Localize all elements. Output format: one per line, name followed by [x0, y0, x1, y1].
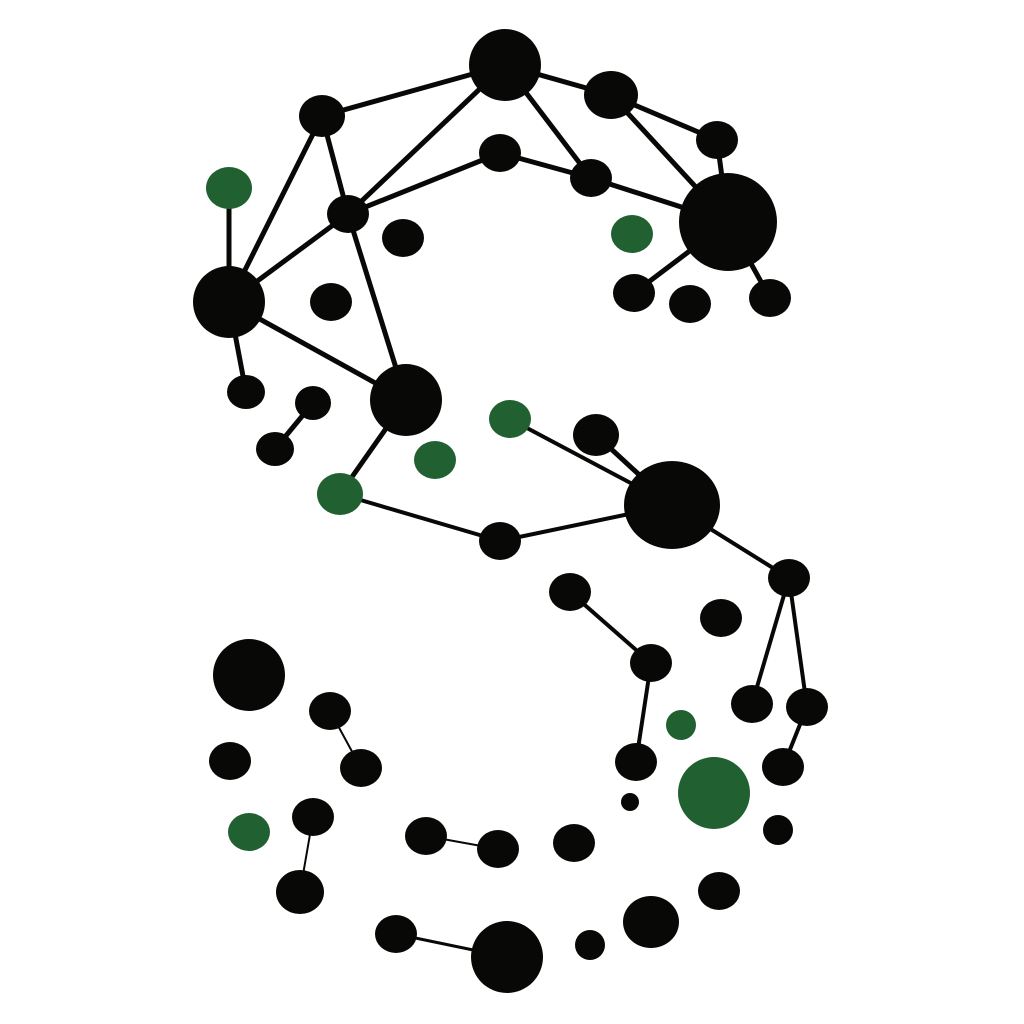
- network-edge: [787, 576, 809, 709]
- black-node: [573, 414, 619, 456]
- black-node: [570, 159, 612, 197]
- black-node: [553, 824, 595, 862]
- black-node: [768, 559, 810, 597]
- black-node: [370, 364, 442, 436]
- black-node: [479, 522, 521, 560]
- black-node: [292, 798, 334, 836]
- black-node: [700, 599, 742, 637]
- black-node: [213, 639, 285, 711]
- black-node: [669, 285, 711, 323]
- green-node: [206, 167, 252, 209]
- black-node: [309, 692, 351, 730]
- black-node: [469, 29, 541, 101]
- green-node: [666, 710, 696, 740]
- black-node: [624, 461, 720, 549]
- black-node: [299, 95, 345, 137]
- black-node: [340, 749, 382, 787]
- black-node: [479, 134, 521, 172]
- black-node: [786, 688, 828, 726]
- black-node: [630, 644, 672, 682]
- network-edge: [750, 576, 791, 706]
- black-node: [763, 815, 793, 845]
- black-node: [295, 386, 331, 420]
- network-edge: [338, 492, 502, 543]
- black-node: [276, 870, 324, 914]
- black-node: [405, 817, 447, 855]
- black-node: [471, 921, 543, 993]
- black-node: [613, 274, 655, 312]
- black-node: [193, 266, 265, 338]
- black-node: [549, 573, 591, 611]
- black-node: [698, 872, 740, 910]
- green-node: [611, 215, 653, 253]
- network-edge: [345, 62, 508, 217]
- black-node: [227, 375, 265, 409]
- black-node: [696, 121, 738, 159]
- black-node: [375, 915, 417, 953]
- black-node: [621, 793, 639, 811]
- black-node: [327, 195, 369, 233]
- black-node: [310, 283, 352, 321]
- black-node: [382, 219, 424, 257]
- black-node: [584, 71, 638, 119]
- black-node: [679, 173, 777, 271]
- nodes-layer: [193, 29, 828, 993]
- black-node: [575, 930, 605, 960]
- green-node: [317, 473, 363, 515]
- black-node: [256, 432, 294, 466]
- green-node: [678, 757, 750, 829]
- black-node: [731, 685, 773, 723]
- black-node: [749, 279, 791, 317]
- black-node: [615, 743, 657, 781]
- green-node: [228, 813, 270, 851]
- network-edge: [345, 150, 503, 217]
- green-node: [489, 400, 531, 438]
- black-node: [477, 830, 519, 868]
- black-node: [762, 748, 804, 786]
- green-node: [414, 441, 456, 479]
- black-node: [623, 896, 679, 948]
- black-node: [209, 742, 251, 780]
